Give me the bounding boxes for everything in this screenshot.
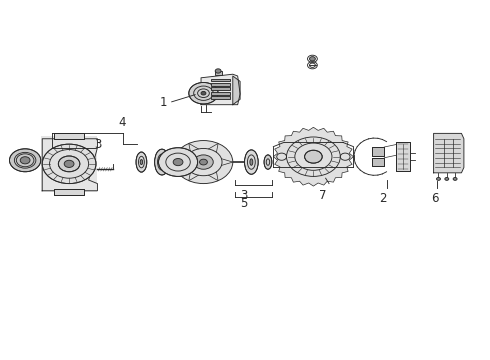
Text: 1: 1: [159, 96, 167, 109]
Polygon shape: [201, 74, 240, 105]
Bar: [372, 158, 384, 166]
Ellipse shape: [264, 155, 272, 169]
Ellipse shape: [155, 149, 169, 175]
Circle shape: [215, 69, 221, 73]
Circle shape: [305, 150, 322, 163]
Ellipse shape: [245, 150, 258, 174]
Polygon shape: [233, 76, 240, 105]
Text: 4: 4: [118, 116, 125, 129]
Bar: [372, 147, 384, 156]
Polygon shape: [434, 134, 464, 173]
Bar: [54, 189, 84, 195]
Circle shape: [445, 177, 449, 180]
Bar: [211, 96, 230, 99]
Bar: [211, 78, 230, 81]
Circle shape: [173, 158, 183, 166]
Bar: [396, 142, 410, 171]
Ellipse shape: [140, 159, 143, 165]
Circle shape: [20, 157, 30, 164]
Text: 3: 3: [240, 189, 247, 202]
Circle shape: [310, 57, 316, 61]
Bar: [396, 142, 410, 171]
Circle shape: [159, 148, 197, 176]
Bar: [54, 133, 84, 139]
Bar: [215, 71, 221, 75]
Circle shape: [201, 91, 206, 95]
Circle shape: [189, 82, 218, 104]
Bar: [211, 92, 230, 95]
Ellipse shape: [250, 159, 253, 165]
Bar: [211, 87, 230, 90]
Text: 2: 2: [379, 192, 387, 205]
Circle shape: [453, 177, 457, 180]
Circle shape: [64, 160, 74, 167]
Text: 5: 5: [240, 197, 247, 210]
Circle shape: [437, 177, 441, 180]
Bar: [54, 189, 84, 195]
Circle shape: [9, 149, 41, 172]
Circle shape: [174, 140, 233, 184]
Text: 3: 3: [94, 138, 101, 150]
Text: 7: 7: [319, 189, 327, 202]
Ellipse shape: [136, 152, 147, 172]
Polygon shape: [273, 127, 353, 186]
Circle shape: [194, 155, 213, 169]
Bar: [54, 133, 84, 139]
Bar: [372, 147, 384, 156]
Circle shape: [58, 156, 80, 172]
Circle shape: [199, 159, 207, 165]
Text: 6: 6: [431, 192, 439, 205]
Circle shape: [42, 144, 96, 184]
Bar: [211, 83, 230, 86]
Bar: [372, 158, 384, 166]
Ellipse shape: [160, 158, 164, 166]
Polygon shape: [41, 136, 97, 192]
